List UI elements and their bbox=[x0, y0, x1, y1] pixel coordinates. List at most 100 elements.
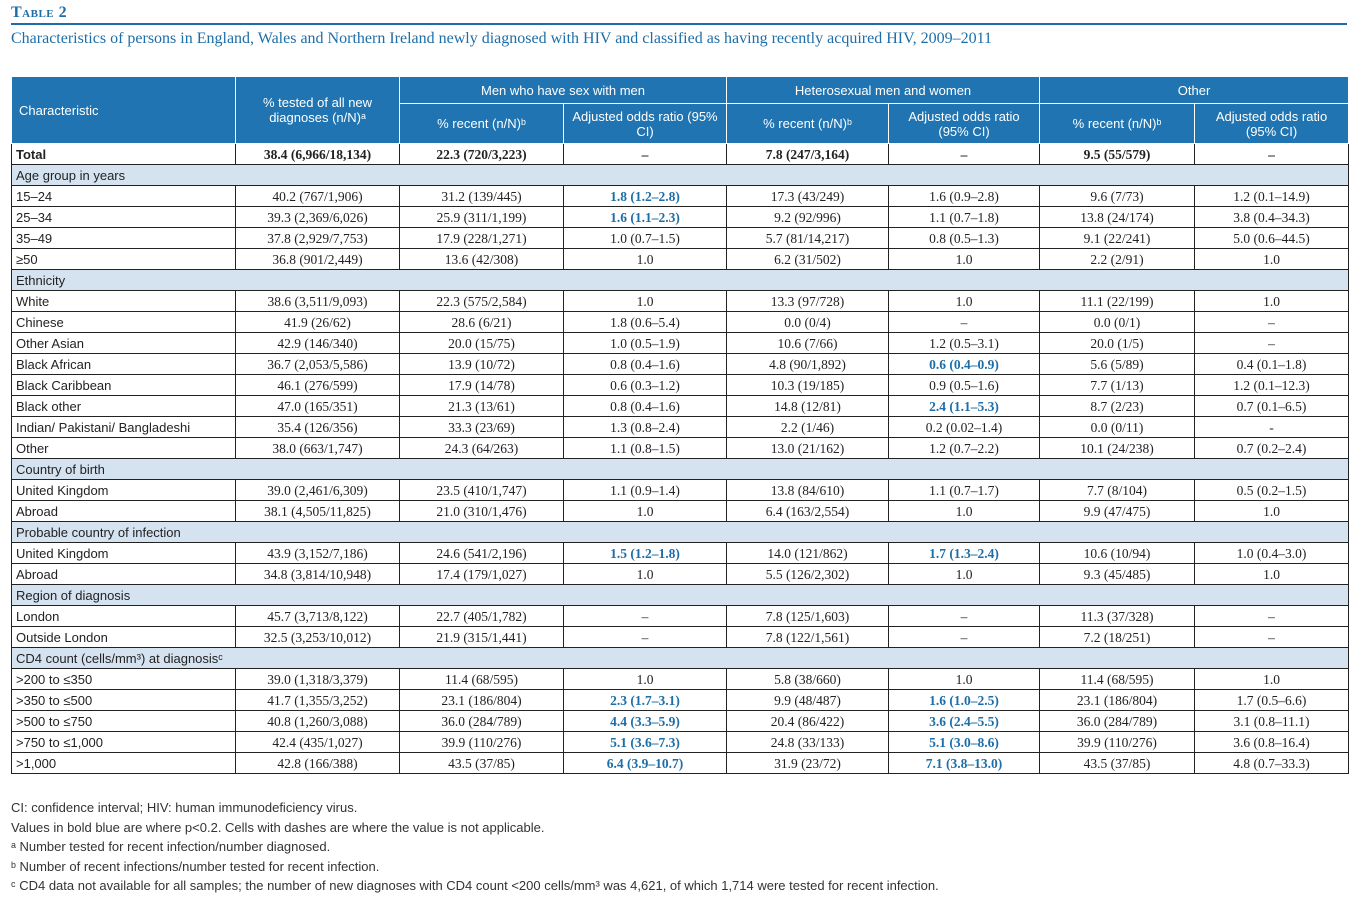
table-cell: 5.1 (3.6–7.3) bbox=[563, 731, 727, 753]
header-aor: Adjusted odds ratio (95% CI) bbox=[563, 103, 727, 144]
table-cell: 13.0 (21/162) bbox=[726, 437, 889, 459]
footnote: ᵃ Number tested for recent infection/num… bbox=[11, 839, 331, 855]
row-label: London bbox=[11, 605, 236, 627]
table-cell: 1.1 (0.7–1.8) bbox=[887, 206, 1041, 228]
table-cell: 24.3 (64/263) bbox=[399, 437, 564, 459]
table-cell: 1.5 (1.2–1.8) bbox=[563, 542, 727, 564]
table-cell: 5.1 (3.0–8.6) bbox=[887, 731, 1041, 753]
table-cell: 38.1 (4,505/11,825) bbox=[235, 500, 400, 522]
table-cell: 1.7 (0.5–6.6) bbox=[1194, 689, 1350, 711]
table-cell: 10.6 (7/66) bbox=[726, 332, 889, 354]
header-group-heterosexual: Heterosexual men and women bbox=[725, 76, 1041, 104]
table-cell: 22.3 (575/2,584) bbox=[399, 290, 564, 312]
table-cell: 45.7 (3,713/8,122) bbox=[235, 605, 400, 627]
table-cell: 37.8 (2,929/7,753) bbox=[235, 227, 400, 249]
table-cell: 13.8 (24/174) bbox=[1039, 206, 1196, 228]
table-cell: 1.0 bbox=[887, 248, 1041, 270]
table-cell: 36.8 (901/2,449) bbox=[235, 248, 400, 270]
table-cell: 1.7 (1.3–2.4) bbox=[887, 542, 1041, 564]
table-cell: 6.4 (3.9–10.7) bbox=[563, 752, 727, 774]
table-row: 15–24 40.2 (767/1,906) 31.2 (139/445) 1.8 (… bbox=[11, 185, 1350, 207]
section-row: Region of diagnosis bbox=[10, 584, 1350, 606]
table-cell: 36.0 (284/789) bbox=[399, 710, 564, 732]
row-label: Other bbox=[11, 437, 236, 459]
table-cell: 11.1 (22/199) bbox=[1039, 290, 1196, 312]
table-row: >200 to ≤350 39.0 (1,318/3,379) 11.4 (68/5… bbox=[11, 668, 1350, 690]
footnote: ᵇ Number of recent infections/number tes… bbox=[11, 858, 380, 874]
header-recent: % recent (n/N)ᵇ bbox=[1039, 103, 1196, 144]
header-recent: % recent (n/N)ᵇ bbox=[726, 103, 889, 144]
row-label: >200 to ≤350 bbox=[11, 668, 236, 690]
table-cell: 22.7 (405/1,782) bbox=[399, 605, 564, 627]
table-row: Abroad 34.8 (3,814/10,948) 17.4 (179/1,027… bbox=[11, 563, 1350, 585]
table-cell: 42.4 (435/1,027) bbox=[235, 731, 400, 753]
table-cell: 1.0 bbox=[1194, 248, 1350, 270]
table-row: Abroad 38.1 (4,505/11,825) 21.0 (310/1,476… bbox=[11, 500, 1350, 522]
table-cell: 0.5 (0.2–1.5) bbox=[1194, 479, 1350, 501]
footnote: ᶜ CD4 data not available for all samples… bbox=[11, 878, 939, 894]
table-cell: 2.4 (1.1–5.3) bbox=[887, 395, 1041, 417]
table-cell: 25.9 (311/1,199) bbox=[399, 206, 564, 228]
table-cell: – bbox=[563, 626, 727, 648]
table-cell: 21.0 (310/1,476) bbox=[399, 500, 564, 522]
section-row: Country of birth bbox=[10, 458, 1350, 480]
table-cell: 1.0 bbox=[1194, 668, 1350, 690]
table-cell: 40.8 (1,260/3,088) bbox=[235, 710, 400, 732]
row-label: Black other bbox=[11, 395, 236, 417]
footnote: CI: confidence interval; HIV: human immu… bbox=[11, 800, 358, 815]
row-label: Abroad bbox=[11, 563, 236, 585]
row-label: 25–34 bbox=[11, 206, 236, 228]
row-label: 35–49 bbox=[11, 227, 236, 249]
section-row: Age group in years bbox=[10, 164, 1350, 186]
table-cell: 36.7 (2,053/5,586) bbox=[235, 353, 400, 375]
section-label: CD4 count (cells/mm³) at diagnosisᶜ bbox=[10, 647, 1350, 669]
table-cell: 7.7 (1/13) bbox=[1039, 374, 1196, 396]
table-cell: 1.0 bbox=[887, 290, 1041, 312]
table-cell: 1.6 (0.9–2.8) bbox=[887, 185, 1041, 207]
table-cell: 0.6 (0.4–0.9) bbox=[887, 353, 1041, 375]
section-label: Country of birth bbox=[10, 458, 1350, 480]
table-cell: 0.8 (0.4–1.6) bbox=[563, 353, 727, 375]
table-cell: 1.2 (0.1–12.3) bbox=[1194, 374, 1350, 396]
row-label: Black Caribbean bbox=[11, 374, 236, 396]
table-cell: 5.5 (126/2,302) bbox=[726, 563, 889, 585]
table-cell: 9.9 (47/475) bbox=[1039, 500, 1196, 522]
table-cell: 28.6 (6/21) bbox=[399, 311, 564, 333]
table-cell: 4.4 (3.3–5.9) bbox=[563, 710, 727, 732]
table-cell: 5.6 (5/89) bbox=[1039, 353, 1196, 375]
table-cell: 0.7 (0.1–6.5) bbox=[1194, 395, 1350, 417]
table-cell: 38.4 (6,966/18,134) bbox=[235, 143, 400, 165]
table-cell: 4.8 (0.7–33.3) bbox=[1194, 752, 1350, 774]
table-cell: 0.0 (0/11) bbox=[1039, 416, 1196, 438]
table-cell: 39.0 (1,318/3,379) bbox=[235, 668, 400, 690]
table-row: >750 to ≤1,000 42.4 (435/1,027) 39.9 (110/… bbox=[11, 731, 1350, 753]
table-cell: – bbox=[1194, 311, 1350, 333]
table-row: Black Caribbean 46.1 (276/599) 17.9 (14/78… bbox=[11, 374, 1350, 396]
table-cell: 9.1 (22/241) bbox=[1039, 227, 1196, 249]
table-cell: 5.7 (81/14,217) bbox=[726, 227, 889, 249]
table-cell: 1.0 (0.4–3.0) bbox=[1194, 542, 1350, 564]
table-cell: 0.2 (0.02–1.4) bbox=[887, 416, 1041, 438]
table-cell: 1.0 bbox=[1194, 563, 1350, 585]
table-cell: 1.6 (1.0–2.5) bbox=[887, 689, 1041, 711]
row-label: >750 to ≤1,000 bbox=[11, 731, 236, 753]
table-cell: 20.0 (15/75) bbox=[399, 332, 564, 354]
total-row: Total 38.4 (6,966/18,134) 22.3 (720/3,223)… bbox=[11, 143, 1350, 165]
table-label: Table 2 bbox=[11, 4, 68, 21]
table-cell: 7.1 (3.8–13.0) bbox=[887, 752, 1041, 774]
table-cell: 13.3 (97/728) bbox=[726, 290, 889, 312]
table-cell: 1.1 (0.7–1.7) bbox=[887, 479, 1041, 501]
table-cell: 20.4 (86/422) bbox=[726, 710, 889, 732]
header-characteristic: Characteristic bbox=[11, 76, 236, 144]
table-cell: 32.5 (3,253/10,012) bbox=[235, 626, 400, 648]
table-cell: 31.9 (23/72) bbox=[726, 752, 889, 774]
table-row: United Kingdom 39.0 (2,461/6,309) 23.5 (41… bbox=[11, 479, 1350, 501]
table-cell: 47.0 (165/351) bbox=[235, 395, 400, 417]
row-label: Indian/ Pakistani/ Bangladeshi bbox=[11, 416, 236, 438]
table-cell: 0.8 (0.5–1.3) bbox=[887, 227, 1041, 249]
table-cell: 1.2 (0.1–14.9) bbox=[1194, 185, 1350, 207]
table-cell: 1.6 (1.1–2.3) bbox=[563, 206, 727, 228]
table-cell: 13.6 (42/308) bbox=[399, 248, 564, 270]
header-tested: % tested of all new diagnoses (n/N)ᵃ bbox=[235, 76, 400, 144]
section-row: Ethnicity bbox=[10, 269, 1350, 291]
